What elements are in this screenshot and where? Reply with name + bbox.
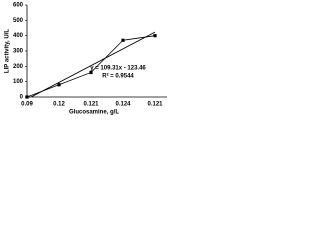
trend-equation: y = 109.31x - 123.46: [90, 66, 146, 72]
x-tick-label: 0.121: [83, 102, 99, 108]
y-tick-label: 600: [13, 3, 24, 9]
x-tick-label: 0.12: [53, 102, 65, 108]
x-tick-label: 0.121: [147, 102, 163, 108]
data-point: [57, 83, 61, 87]
y-tick-label: 200: [13, 64, 24, 70]
x-tick-label: 0.124: [115, 102, 131, 108]
chart: LIP activity, U/L Glucosamine, g/L y = 1…: [5, 3, 167, 116]
y-tick-label: 0: [20, 95, 24, 101]
trendline: [30, 31, 156, 97]
data-point: [153, 34, 157, 38]
data-point: [25, 95, 29, 99]
y-tick-label: 100: [13, 79, 24, 85]
y-tick-label: 500: [13, 18, 24, 24]
x-tick-label: 0.09: [21, 102, 33, 108]
y-axis-label: LIP activity, U/L: [5, 29, 11, 73]
data-point: [121, 38, 125, 42]
x-axis-label: Glucosamine, g/L: [69, 110, 119, 116]
y-tick-label: 300: [13, 49, 24, 55]
trend-r2: R² = 0.9544: [102, 73, 134, 80]
y-tick-label: 400: [13, 33, 24, 39]
data-point: [89, 70, 93, 75]
